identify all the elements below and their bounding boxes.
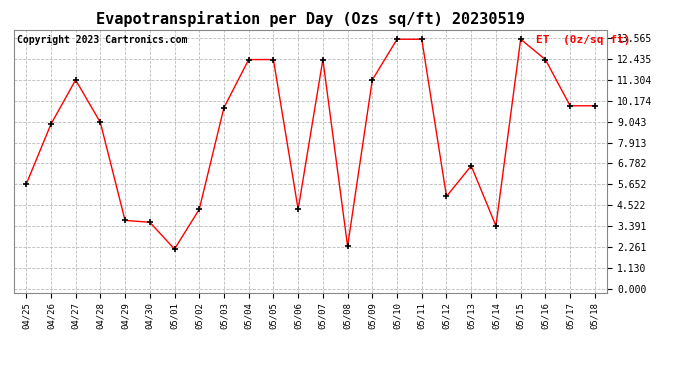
Title: Evapotranspiration per Day (Ozs sq/ft) 20230519: Evapotranspiration per Day (Ozs sq/ft) 2… xyxy=(96,12,525,27)
Text: Copyright 2023 Cartronics.com: Copyright 2023 Cartronics.com xyxy=(17,35,187,45)
Text: ET  (0z/sq ft): ET (0z/sq ft) xyxy=(536,35,631,45)
